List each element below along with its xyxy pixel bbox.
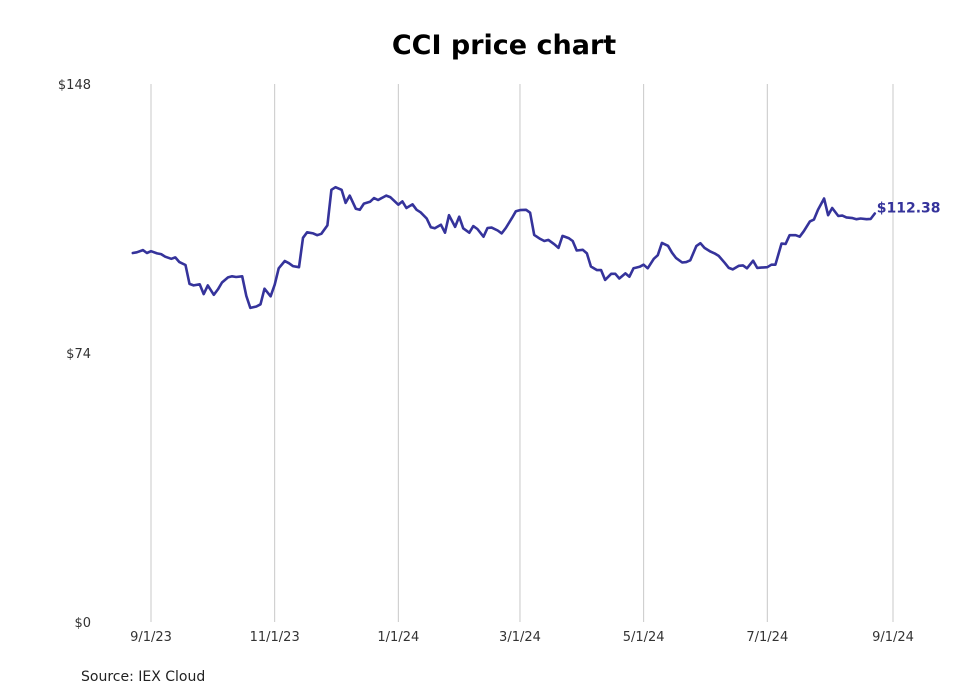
chart-title: CCI price chart <box>391 30 617 61</box>
y-tick-label: $148 <box>58 78 91 93</box>
gridlines <box>150 84 894 622</box>
x-tick-label: 7/1/24 <box>746 630 788 645</box>
x-tick-label: 5/1/24 <box>623 630 665 645</box>
price-line <box>131 185 877 310</box>
x-tick-label: 9/1/23 <box>130 630 172 645</box>
x-tick-label: 11/1/23 <box>250 630 300 645</box>
last-price-label: $112.38 <box>877 200 941 216</box>
y-tick-label: $0 <box>74 616 91 631</box>
x-tick-label: 9/1/24 <box>872 630 914 645</box>
y-tick-label: $74 <box>66 347 91 362</box>
x-tick-label: 3/1/24 <box>499 630 541 645</box>
x-axis-ticks: 9/1/23 11/1/23 1/1/24 3/1/24 5/1/24 7/1/24 9/1… <box>130 630 914 645</box>
y-axis-ticks: $0 $74 $148 <box>58 78 91 631</box>
source-note: Source: IEX Cloud <box>81 669 206 685</box>
x-tick-label: 1/1/24 <box>377 630 419 645</box>
